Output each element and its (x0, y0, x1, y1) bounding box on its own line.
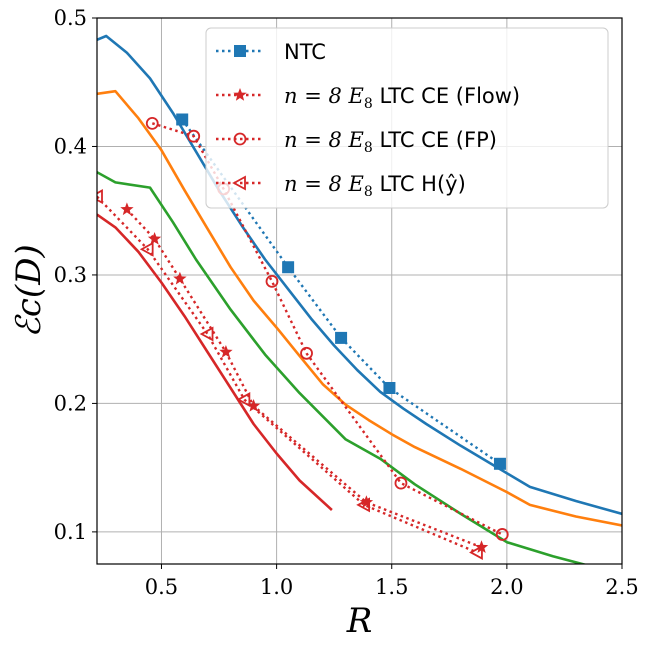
legend-circle-marker (233, 132, 247, 146)
x-tick-label: 2.0 (490, 575, 523, 599)
y-tick-label: 0.4 (54, 134, 87, 158)
square-marker (493, 457, 506, 470)
circle-marker (265, 274, 279, 288)
x-axis-label: R (346, 601, 373, 641)
legend-label: NTC (284, 40, 326, 64)
triangle-left-marker (139, 241, 154, 257)
series-line (97, 195, 478, 554)
star-marker (147, 232, 162, 245)
x-tick-label: 0.5 (145, 575, 178, 599)
series-3 (97, 189, 483, 560)
star-marker (120, 202, 134, 216)
legend-label: n = 8 E8 LTC H(ŷ) (284, 172, 466, 200)
circle-marker (187, 129, 201, 143)
blue-solid-line (97, 34, 622, 516)
x-tick-label: 1.0 (260, 575, 293, 599)
y-tick-label: 0.1 (54, 520, 87, 544)
triangle-left-marker (236, 392, 251, 408)
legend-label: n = 8 E8 LTC CE (Flow) (284, 84, 520, 112)
triangle-left-marker (469, 544, 483, 560)
triangle-left-marker (199, 326, 214, 342)
legend-square-marker (234, 45, 246, 57)
square-marker (176, 113, 189, 126)
circle-marker (495, 528, 509, 541)
square-marker (335, 331, 348, 344)
triangle-left-marker (97, 189, 103, 205)
triangle-left-marker (356, 497, 371, 513)
plot-frame (96, 17, 623, 565)
green-solid-line (97, 171, 588, 564)
orange-solid-line (97, 89, 622, 527)
circle-marker (394, 476, 408, 490)
dotted-series (97, 113, 509, 560)
series-1 (120, 202, 489, 553)
circle-marker (300, 346, 313, 360)
circle-marker (145, 116, 159, 130)
solid-curves (97, 34, 622, 564)
star-marker (359, 495, 374, 508)
star-marker (246, 399, 261, 412)
x-tick-label: 2.5 (605, 575, 638, 599)
legend-triangle-left-marker (232, 175, 246, 191)
square-marker (282, 261, 295, 274)
series-0 (176, 113, 506, 470)
y-tick-label: 0.3 (54, 263, 87, 287)
series-line (126, 208, 482, 549)
red-solid-line (97, 213, 333, 511)
legend: NTC n = 8 E8 LTC CE (Flow) n = 8 E8 LTC CE… (205, 27, 609, 209)
y-axis-label: ℰc(D) (9, 244, 49, 337)
star-marker (173, 271, 187, 285)
star-marker (219, 345, 233, 358)
legend-star-marker (233, 88, 247, 101)
legend-box (205, 27, 609, 209)
square-marker (383, 381, 396, 394)
axis-ticks: 0.5 1.0 1.5 2.0 2.5 0.1 0.2 0.3 0.4 0.5 (54, 6, 639, 599)
legend-label: n = 8 E8 LTC CE (FP) (284, 128, 497, 156)
y-tick-label: 0.5 (54, 6, 87, 30)
x-tick-label: 1.5 (375, 575, 408, 599)
y-tick-label: 0.2 (54, 391, 87, 415)
series-line (151, 122, 503, 536)
